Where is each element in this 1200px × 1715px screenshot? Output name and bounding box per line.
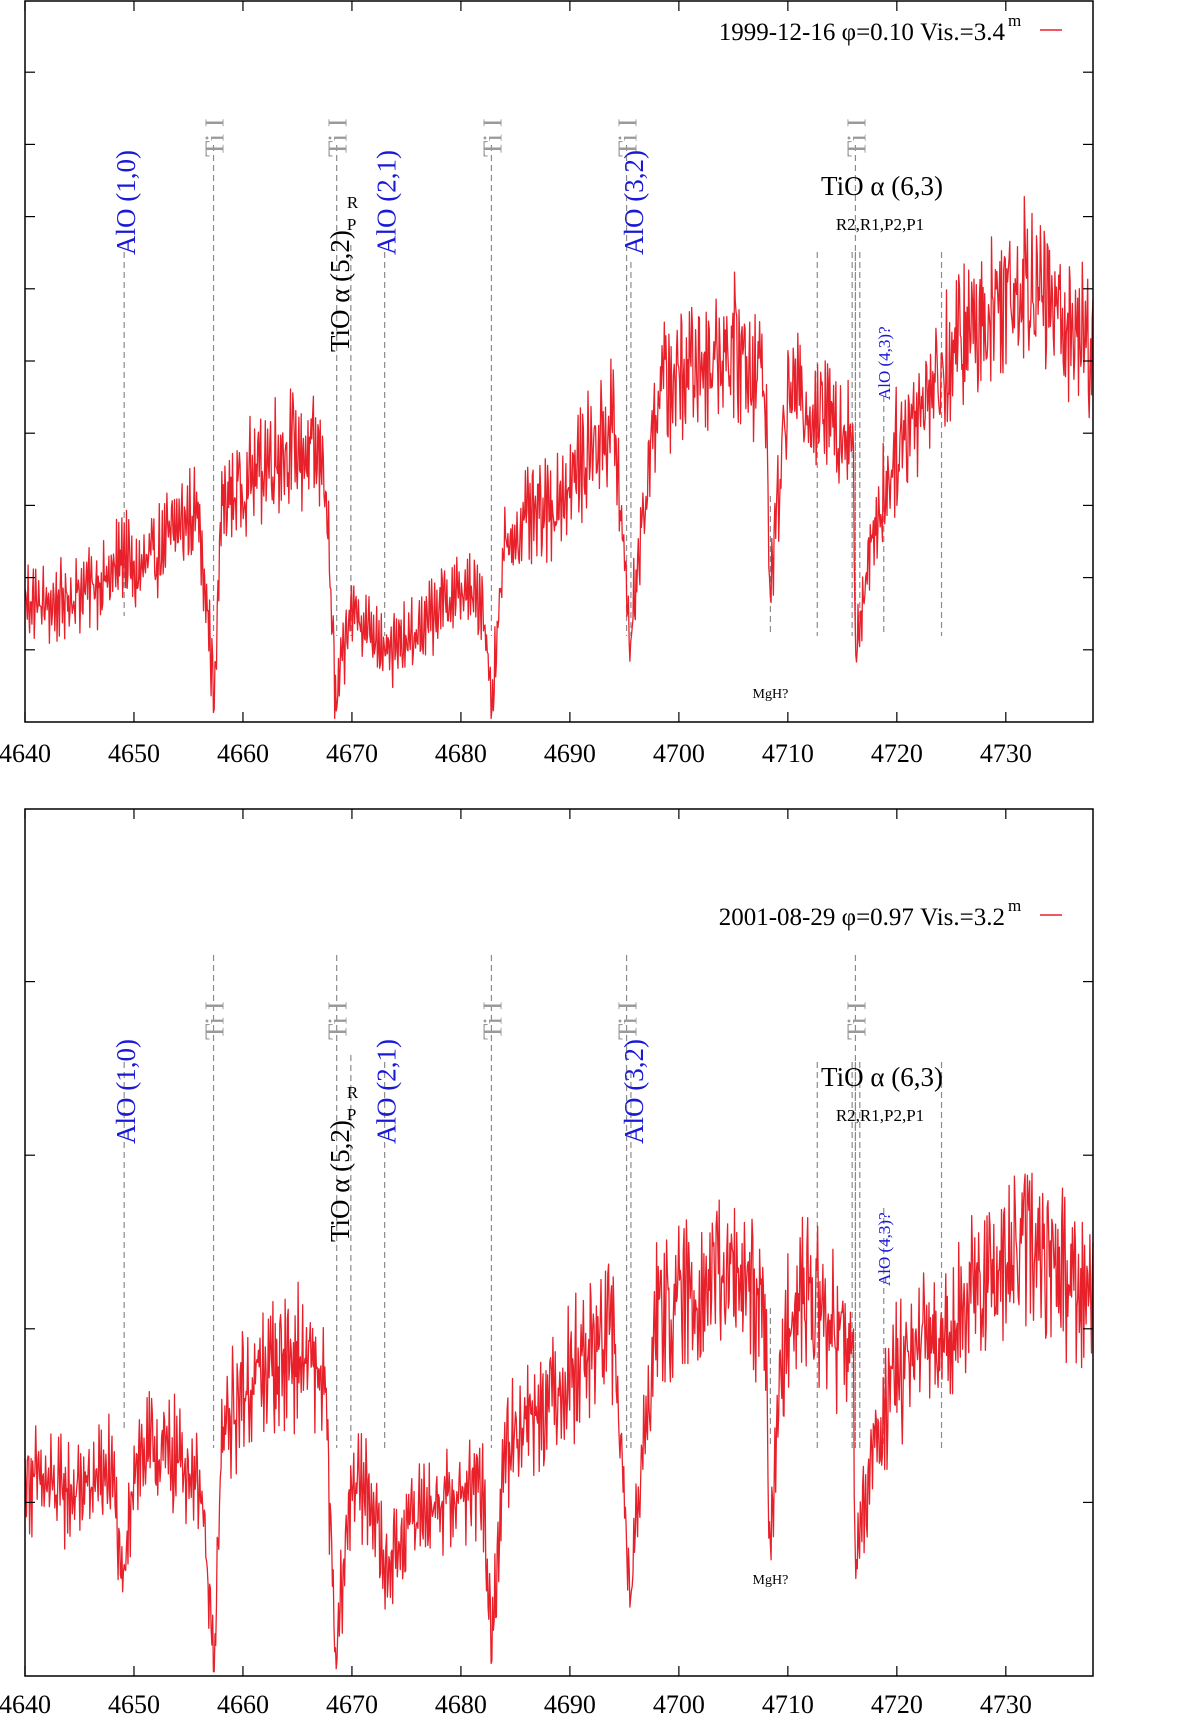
plot-frame xyxy=(24,0,1094,723)
plot-frame xyxy=(24,808,1094,1677)
x-tick-label: 4720 xyxy=(871,1690,923,1715)
x-tick-label: 4680 xyxy=(435,1690,487,1715)
alo-32-label: AlO (3,2) xyxy=(619,1039,649,1144)
spectrum-line xyxy=(24,196,1094,720)
x-tick-label: 4650 xyxy=(108,1690,160,1715)
alo-21-label: AlO (2,1) xyxy=(372,150,402,255)
legend-label: 2001-08-29 φ=0.97 Vis.=3.2 xyxy=(719,904,1005,931)
x-tick-label: 4710 xyxy=(762,739,814,768)
x-tick-label: 4700 xyxy=(653,1690,705,1715)
x-tick-label: 4660 xyxy=(217,1690,269,1715)
x-tick-label: 4720 xyxy=(871,739,923,768)
alo-10-label: AlO (1,0) xyxy=(111,150,141,255)
ti-line-label: Ti I xyxy=(200,1001,230,1040)
x-tick-label: 4730 xyxy=(980,739,1032,768)
alo-43-label: AlO (4,3)? xyxy=(875,1212,894,1286)
tio-52-label: TiO α (5,2) xyxy=(325,230,355,352)
ti-line-label: Ti I xyxy=(841,118,871,157)
tio-63-label: TiO α (6,3) xyxy=(821,1062,943,1092)
alo-10-label: AlO (1,0) xyxy=(111,1039,141,1144)
ti-line-label: Ti I xyxy=(323,118,353,157)
tio-52-label: TiO α (5,2) xyxy=(325,1120,355,1242)
mgh-label: MgH? xyxy=(753,687,789,702)
alo-32-label: AlO (3,2) xyxy=(619,150,649,255)
mgh-label: MgH? xyxy=(753,1573,789,1588)
panel-top: 4640 4650 4660 4670 4680 4690 4700 4710 4720 4730… xyxy=(0,0,1094,768)
x-tick-label: 4650 xyxy=(108,739,160,768)
x-tick-label: 4700 xyxy=(653,739,705,768)
ti-line-label: Ti I xyxy=(200,118,230,157)
x-tick-label: 4640 xyxy=(0,739,51,768)
panel-bottom: 4640 4650 4660 4670 4680 4690 4700 4710 4720 4730… xyxy=(0,808,1094,1715)
ti-line-label: Ti I xyxy=(613,1001,643,1040)
spectrum-line xyxy=(24,1172,1094,1673)
legend-superscript: m xyxy=(1008,11,1021,30)
tio-63-label: TiO α (6,3) xyxy=(821,171,943,201)
ti-line-label: Ti I xyxy=(477,1001,507,1040)
alo-21-label: AlO (2,1) xyxy=(372,1039,402,1144)
tio-52-branch-p: P xyxy=(347,1105,356,1124)
x-tick-label: 4660 xyxy=(217,739,269,768)
tio-63-branches: R2,R1,P2,P1 xyxy=(836,215,924,234)
ti-line-label: Ti I xyxy=(323,1001,353,1040)
x-tick-label: 4690 xyxy=(544,1690,596,1715)
x-tick-label: 4670 xyxy=(326,1690,378,1715)
legend-superscript: m xyxy=(1008,896,1021,915)
ti-line-label: Ti I xyxy=(841,1001,871,1040)
x-tick-label: 4730 xyxy=(980,1690,1032,1715)
tio-52-branch-p: P xyxy=(347,215,356,234)
x-tick-label: 4690 xyxy=(544,739,596,768)
x-tick-label: 4640 xyxy=(0,1690,51,1715)
alo-43-label: AlO (4,3)? xyxy=(875,326,894,400)
x-tick-label: 4670 xyxy=(326,739,378,768)
x-tick-label: 4710 xyxy=(762,1690,814,1715)
ti-line-label: Ti I xyxy=(477,118,507,157)
tio-63-branches: R2,R1,P2,P1 xyxy=(836,1106,924,1125)
x-tick-label: 4680 xyxy=(435,739,487,768)
ti-line-label: Ti I xyxy=(613,118,643,157)
tio-52-branch-r: R xyxy=(347,1083,359,1102)
legend-label: 1999-12-16 φ=0.10 Vis.=3.4 xyxy=(719,19,1006,46)
tio-52-branch-r: R xyxy=(347,193,359,212)
